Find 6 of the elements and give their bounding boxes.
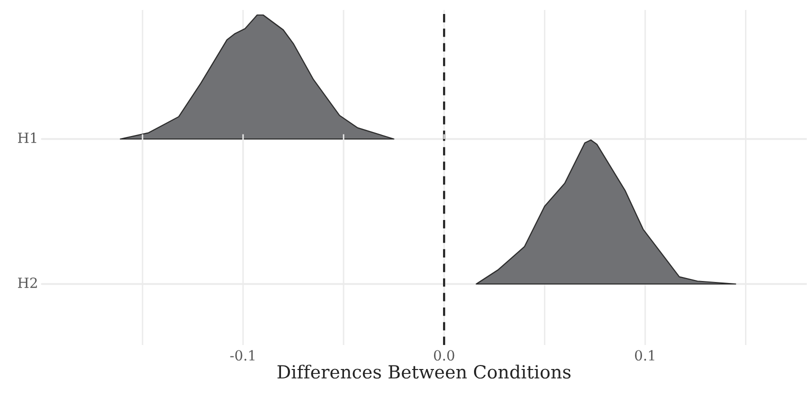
x-axis-title: Differences Between Conditions — [278, 364, 571, 379]
x-tick-label: 0.0 — [434, 350, 454, 361]
x-tick-label: -0.1 — [230, 350, 254, 361]
y-axis-title: H2 — [18, 278, 37, 288]
x-tick-label: 0.1 — [635, 350, 654, 361]
y-axis-title: H1 — [18, 132, 36, 143]
